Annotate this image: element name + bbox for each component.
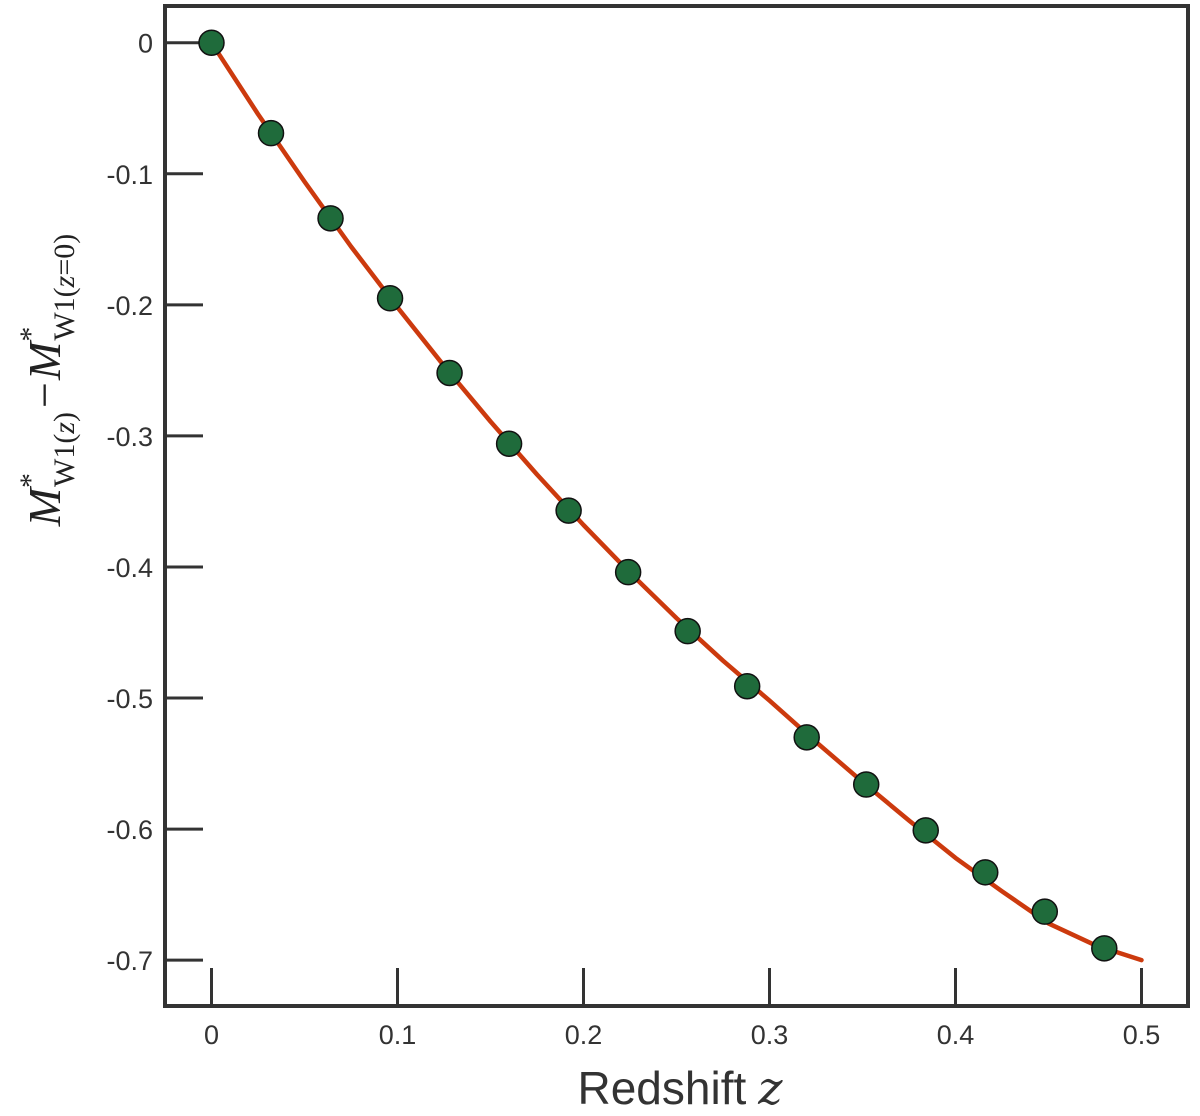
data-point	[912, 817, 939, 844]
data-point	[257, 119, 285, 147]
x-tick-label: 0	[204, 1020, 219, 1050]
ylabel-sub1-close: )	[48, 412, 81, 422]
x-tick-label: 0.2	[565, 1020, 603, 1050]
plot-area: 0 0.1 0.2 0.3 0.4 0.5 0 -0.1 -0.2 -0.3 -0.4 -0.5 -0…	[106, 4, 1190, 1050]
ylabel-sub1-open: (	[48, 434, 81, 444]
ylabel-minus: −	[19, 382, 70, 408]
x-tick-label: 0.3	[751, 1020, 789, 1050]
data-point	[614, 558, 642, 586]
y-tick-label: -0.6	[106, 815, 153, 845]
data-point	[793, 724, 820, 751]
x-tick-label: 0.5	[1123, 1020, 1161, 1050]
data-point	[376, 285, 404, 312]
x-tick-label: 0.1	[379, 1020, 417, 1050]
ylabel-sub2-var: z	[48, 275, 81, 288]
data-point	[436, 359, 463, 387]
y-tick-label: 0	[138, 29, 153, 59]
x-axis-label: Redshift z	[578, 1061, 784, 1115]
data-point	[495, 430, 523, 457]
data-point	[1031, 898, 1059, 925]
y-axis-label: M*W1(z)−M*W1(z=0)	[14, 234, 81, 528]
ylabel-sub1-band: W1	[48, 444, 81, 487]
ylabel-sub2-eq: =0	[48, 244, 81, 276]
y-axis: 0 -0.1 -0.2 -0.3 -0.4 -0.5 -0.6 -0.7	[106, 29, 203, 976]
data-point	[555, 497, 582, 524]
x-tick-label: 0.4	[937, 1020, 975, 1050]
y-tick-label: -0.2	[106, 291, 153, 321]
data-point	[852, 771, 880, 798]
y-tick-label: -0.3	[106, 422, 153, 452]
plot-frame	[163, 4, 1190, 1008]
y-tick-label: -0.5	[106, 684, 153, 714]
data-point	[733, 672, 761, 700]
data-point	[674, 617, 701, 645]
ylabel-m1: M	[19, 485, 70, 527]
ylabel-sub2-band: W1	[48, 297, 81, 340]
data-point	[198, 29, 225, 56]
data-point	[317, 205, 344, 232]
y-tick-label: -0.1	[106, 160, 153, 190]
y-tick-label: -0.7	[106, 946, 153, 976]
y-tick-label: -0.4	[106, 553, 153, 583]
data-point	[972, 859, 999, 886]
data-points	[198, 29, 1118, 962]
ylabel-sub1-var: z	[48, 422, 81, 435]
ylabel-star1: *	[14, 473, 47, 488]
ylabel-star2: *	[14, 327, 47, 342]
x-axis-label-text: Redshift	[578, 1062, 747, 1114]
data-point	[1091, 935, 1118, 962]
ylabel-sub2-open: (	[48, 287, 81, 297]
x-axis: 0 0.1 0.2 0.3 0.4 0.5	[204, 968, 1160, 1050]
ylabel-m2: M	[19, 339, 70, 381]
fit-curve	[209, 40, 1144, 963]
x-axis-label-variable: z	[757, 1061, 783, 1115]
ylabel-sub2-close: )	[48, 234, 81, 244]
